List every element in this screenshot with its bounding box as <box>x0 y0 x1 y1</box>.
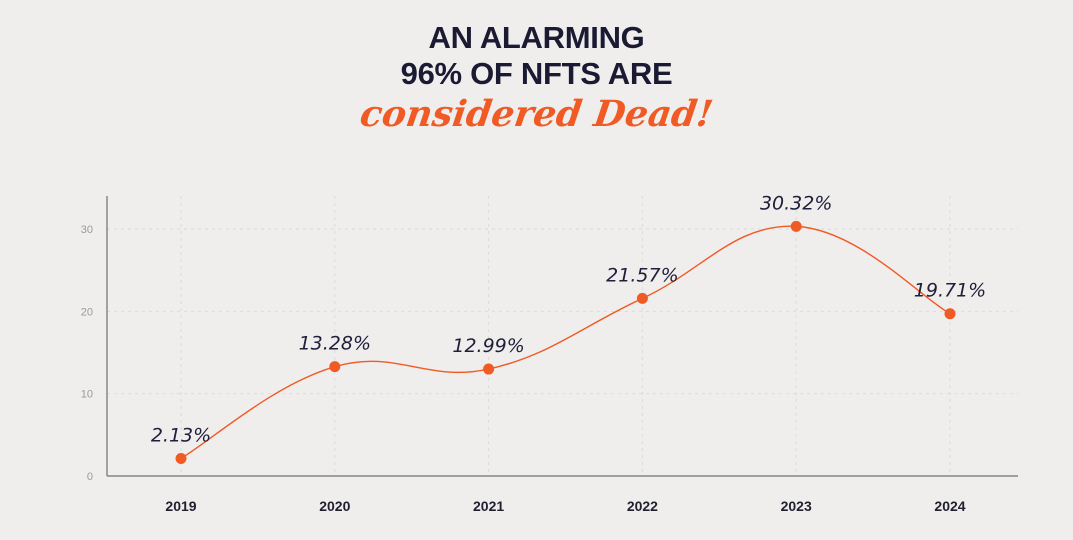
x-tick-label: 2020 <box>319 498 350 514</box>
data-points-layer <box>175 220 956 464</box>
data-point-2020 <box>329 361 341 373</box>
data-labels-layer: 2.13% 13.28% 12.99% 21.57% 30.32% 19.71% <box>151 192 986 446</box>
data-label-2019: 2.13% <box>151 424 211 446</box>
grid-layer <box>107 196 1018 476</box>
data-point-2021 <box>483 363 495 375</box>
y-tick-label: 20 <box>81 306 93 318</box>
data-label-2020: 13.28% <box>299 333 371 355</box>
x-tick-label: 2019 <box>165 498 196 514</box>
chart-title-block: AN ALARMING 96% OF NFTS ARE considered D… <box>0 20 1073 135</box>
data-point-2019 <box>175 452 187 464</box>
y-tick-label: 30 <box>81 224 93 236</box>
data-label-2024: 19.71% <box>914 280 986 302</box>
y-tick-label: 10 <box>81 389 93 401</box>
data-label-2021: 12.99% <box>452 335 524 357</box>
data-point-2023 <box>790 220 802 232</box>
title-line-1: AN ALARMING <box>428 20 645 55</box>
axis-layer: 0 10 20 30 2019 2020 2021 2022 2023 2024 <box>81 196 1018 514</box>
x-tick-label: 2022 <box>627 498 658 514</box>
x-tick-label: 2024 <box>934 498 965 514</box>
data-label-2022: 21.57% <box>606 264 678 286</box>
series-line-layer <box>180 225 951 460</box>
x-tick-label: 2023 <box>781 498 812 514</box>
data-label-2023: 30.32% <box>760 192 832 214</box>
data-point-2024 <box>944 308 956 320</box>
x-tick-label: 2021 <box>473 498 504 514</box>
y-tick-label: 0 <box>87 471 93 483</box>
data-point-2022 <box>636 292 648 304</box>
series-line <box>180 225 951 460</box>
title-line-2: 96% OF NFTS ARE <box>400 56 673 91</box>
